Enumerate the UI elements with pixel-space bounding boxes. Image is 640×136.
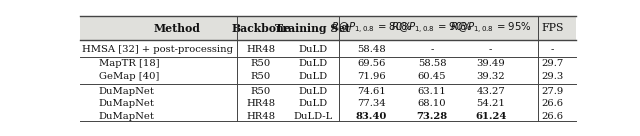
Text: DuLD: DuLD bbox=[298, 87, 328, 96]
Text: Training Set: Training Set bbox=[275, 23, 351, 34]
Text: 69.56: 69.56 bbox=[358, 59, 386, 68]
Text: DuLD: DuLD bbox=[298, 99, 328, 109]
Text: 29.3: 29.3 bbox=[541, 72, 563, 81]
Text: HMSA [32] + post-processing: HMSA [32] + post-processing bbox=[83, 45, 234, 54]
Text: $\mathit{R}$@$\mathit{P}_{1,0.8}$ = 95%: $\mathit{R}$@$\mathit{P}_{1,0.8}$ = 95% bbox=[450, 21, 531, 36]
Text: DuMapNet: DuMapNet bbox=[99, 99, 155, 109]
Text: 26.6: 26.6 bbox=[541, 99, 563, 109]
Text: DuLD: DuLD bbox=[298, 45, 328, 54]
Text: 39.49: 39.49 bbox=[476, 59, 505, 68]
Text: HR48: HR48 bbox=[246, 45, 276, 54]
Text: Method: Method bbox=[154, 23, 200, 34]
Text: 58.48: 58.48 bbox=[357, 45, 386, 54]
Text: $\mathit{R}$@$\mathit{P}_{1,0.8}$ = 80%: $\mathit{R}$@$\mathit{P}_{1,0.8}$ = 80% bbox=[331, 21, 412, 36]
Text: $\mathit{R}$@$\mathit{P}_{1,0.8}$ = 90%: $\mathit{R}$@$\mathit{P}_{1,0.8}$ = 90% bbox=[391, 21, 473, 36]
Text: 73.28: 73.28 bbox=[417, 112, 448, 121]
Text: MapTR [18]: MapTR [18] bbox=[99, 59, 159, 68]
Text: -: - bbox=[550, 45, 554, 54]
Text: 68.10: 68.10 bbox=[418, 99, 447, 109]
Text: -: - bbox=[489, 45, 492, 54]
Text: Backbone: Backbone bbox=[231, 23, 291, 34]
Text: 74.61: 74.61 bbox=[357, 87, 386, 96]
Text: 60.45: 60.45 bbox=[418, 72, 447, 81]
Text: 27.9: 27.9 bbox=[541, 87, 563, 96]
Text: 83.40: 83.40 bbox=[356, 112, 387, 121]
Text: DuMapNet: DuMapNet bbox=[99, 112, 155, 121]
Text: 77.34: 77.34 bbox=[357, 99, 386, 109]
Text: R50: R50 bbox=[251, 72, 271, 81]
Text: DuLD: DuLD bbox=[298, 72, 328, 81]
Text: 71.96: 71.96 bbox=[357, 72, 386, 81]
Text: R50: R50 bbox=[251, 59, 271, 68]
Text: -: - bbox=[431, 45, 434, 54]
Text: HR48: HR48 bbox=[246, 112, 276, 121]
Text: 54.21: 54.21 bbox=[476, 99, 505, 109]
Text: DuMapNet: DuMapNet bbox=[99, 87, 155, 96]
FancyBboxPatch shape bbox=[80, 16, 576, 40]
Text: 29.7: 29.7 bbox=[541, 59, 563, 68]
Text: 58.58: 58.58 bbox=[418, 59, 447, 68]
Text: 63.11: 63.11 bbox=[418, 87, 447, 96]
Text: 43.27: 43.27 bbox=[476, 87, 505, 96]
Text: DuLD: DuLD bbox=[298, 59, 328, 68]
Text: 26.6: 26.6 bbox=[541, 112, 563, 121]
Text: HR48: HR48 bbox=[246, 99, 276, 109]
Text: 39.32: 39.32 bbox=[476, 72, 505, 81]
Text: R50: R50 bbox=[251, 87, 271, 96]
Text: FPS: FPS bbox=[541, 23, 563, 33]
Text: GeMap [40]: GeMap [40] bbox=[99, 72, 159, 81]
Text: DuLD-L: DuLD-L bbox=[294, 112, 333, 121]
Text: 61.24: 61.24 bbox=[475, 112, 506, 121]
